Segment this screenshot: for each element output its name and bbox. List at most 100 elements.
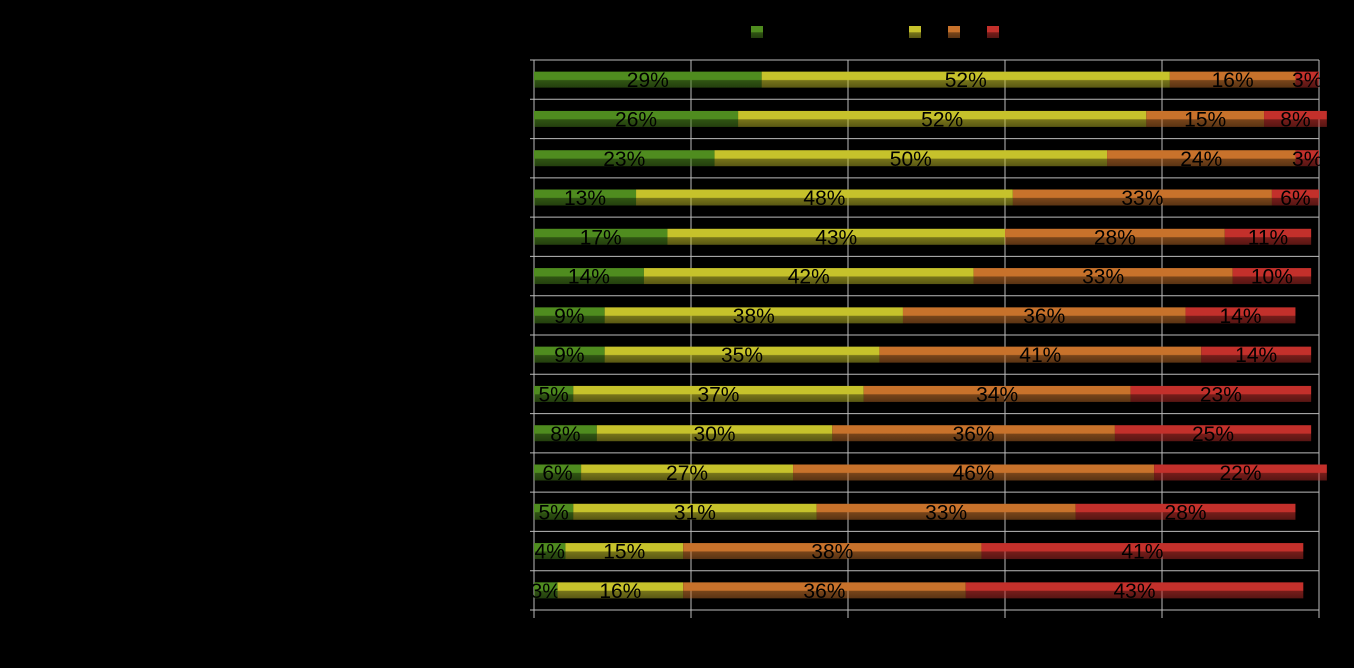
value-label: 48% — [803, 187, 845, 210]
value-label: 28% — [1165, 501, 1207, 524]
bar-segment — [1146, 110, 1265, 127]
bar-segment — [604, 346, 880, 363]
value-label: 36% — [1023, 305, 1065, 328]
legend-swatch — [909, 26, 921, 38]
value-label: 33% — [1082, 266, 1124, 289]
bar-segment — [902, 307, 1186, 324]
value-label: 14% — [1235, 344, 1277, 367]
bar-segment — [534, 110, 739, 127]
bar-segment — [534, 543, 566, 560]
bar-segment — [683, 582, 966, 599]
bar-segment — [1271, 189, 1319, 206]
bar-segment — [973, 268, 1233, 285]
bar-segment — [863, 385, 1131, 402]
value-label: 10% — [1251, 266, 1293, 289]
value-label: 4% — [535, 541, 565, 564]
value-label: 42% — [788, 266, 830, 289]
bar-segment — [596, 425, 833, 442]
bar-segment — [714, 150, 1108, 167]
value-label: 34% — [976, 383, 1018, 406]
bar-segment — [1224, 228, 1312, 245]
value-label: 36% — [953, 423, 995, 446]
bar-segment — [565, 543, 684, 560]
value-label: 16% — [599, 580, 641, 603]
value-label: 6% — [542, 462, 572, 485]
bar-segment — [965, 582, 1304, 599]
bar-segment — [1295, 71, 1319, 88]
value-label: 25% — [1192, 423, 1234, 446]
bar-segment — [1201, 346, 1312, 363]
value-label: 23% — [603, 148, 645, 171]
value-label: 37% — [697, 383, 739, 406]
bar-segment — [1075, 503, 1296, 520]
value-label: 33% — [1121, 187, 1163, 210]
bar-segment — [1012, 189, 1272, 206]
bar-segment — [534, 346, 605, 363]
value-label: 3% — [531, 580, 561, 603]
value-label: 14% — [1219, 305, 1261, 328]
bar-segment — [1185, 307, 1296, 324]
value-label: 43% — [815, 226, 857, 249]
value-label: 9% — [554, 305, 584, 328]
value-label: 22% — [1219, 462, 1261, 485]
value-label: 14% — [568, 266, 610, 289]
value-label: 6% — [1280, 187, 1310, 210]
value-label: 41% — [1121, 541, 1163, 564]
value-label: 3% — [1292, 148, 1322, 171]
value-label: 15% — [1184, 108, 1226, 131]
value-label: 36% — [803, 580, 845, 603]
legend-swatch — [987, 26, 999, 38]
value-label: 38% — [733, 305, 775, 328]
value-label: 5% — [538, 501, 568, 524]
bar-segment — [534, 385, 574, 402]
value-label: 29% — [627, 69, 669, 92]
legend-swatch — [751, 26, 763, 38]
value-label: 28% — [1094, 226, 1136, 249]
bar-segment — [1295, 150, 1319, 167]
bar-segment — [1114, 425, 1312, 442]
bar-segment — [1130, 385, 1312, 402]
bar-segment — [534, 189, 637, 206]
bar-segment — [793, 464, 1155, 481]
bar-segment — [534, 464, 582, 481]
value-label: 11% — [1248, 226, 1288, 249]
bar-segment — [534, 425, 597, 442]
value-label: 13% — [564, 187, 606, 210]
bar-segment — [667, 228, 1005, 245]
bar-segment — [557, 582, 684, 599]
bar-segment — [573, 503, 817, 520]
value-label: 16% — [1212, 69, 1254, 92]
value-label: 3% — [1292, 69, 1322, 92]
bar-segment — [1107, 150, 1296, 167]
bar-segment — [1154, 464, 1327, 481]
bar-segment — [604, 307, 903, 324]
bar-segment — [1264, 110, 1327, 127]
bar-segment — [1005, 228, 1225, 245]
value-label: 24% — [1180, 148, 1222, 171]
bar-segment — [816, 503, 1076, 520]
bar-segment — [761, 71, 1170, 88]
value-label: 43% — [1114, 580, 1156, 603]
value-label: 23% — [1200, 383, 1242, 406]
value-label: 46% — [953, 462, 995, 485]
bar-segment — [534, 71, 762, 88]
bar-segment — [879, 346, 1202, 363]
value-label: 5% — [538, 383, 568, 406]
bar-segment — [1232, 268, 1312, 285]
value-label: 38% — [811, 541, 853, 564]
value-label: 8% — [1280, 108, 1310, 131]
bar-segment — [643, 268, 974, 285]
value-label: 41% — [1019, 344, 1061, 367]
value-label: 26% — [615, 108, 657, 131]
bar-segment — [534, 582, 558, 599]
value-label: 8% — [550, 423, 580, 446]
value-label: 33% — [925, 501, 967, 524]
value-label: 30% — [694, 423, 736, 446]
bar-segment — [534, 268, 644, 285]
value-label: 52% — [921, 108, 963, 131]
bar-segment — [534, 307, 605, 324]
bar-segment — [573, 385, 864, 402]
bar-segment — [534, 228, 668, 245]
